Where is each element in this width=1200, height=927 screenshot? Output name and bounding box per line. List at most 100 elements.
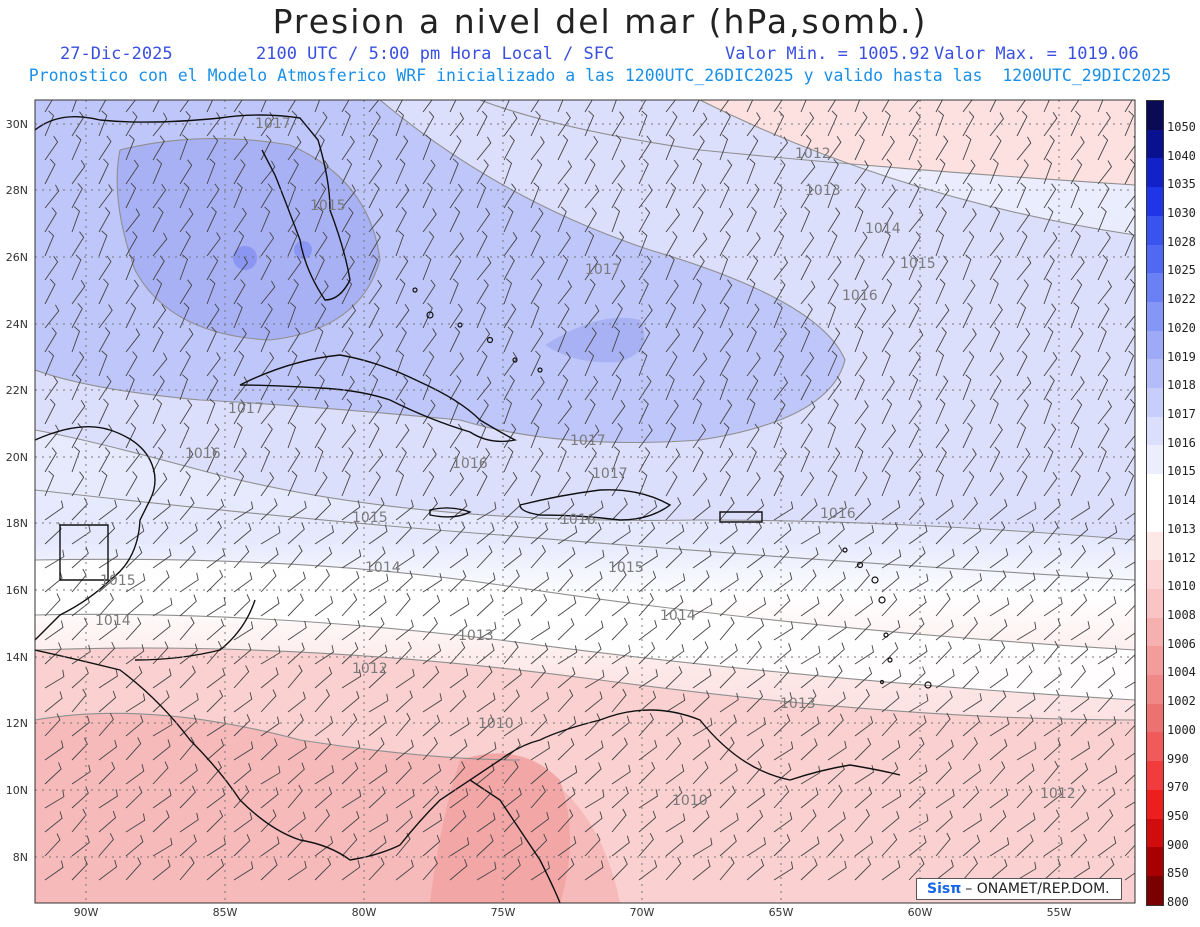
wind-barb: [584, 811, 603, 833]
wind-barb: [530, 762, 549, 785]
wind-barb: [449, 739, 468, 761]
wind-barb: [908, 302, 920, 329]
wind-barb: [827, 207, 841, 233]
wind-barb: [422, 302, 433, 329]
wind-barb: [746, 112, 761, 137]
wind-barb: [1097, 716, 1117, 737]
wind-barb: [827, 522, 845, 545]
wind-barb: [449, 472, 465, 497]
wind-barb: [449, 135, 462, 161]
wind-barb: [962, 134, 972, 161]
wind-barb: [1124, 774, 1135, 785]
wind-barb: [287, 279, 299, 305]
wind-barb: [476, 621, 497, 641]
wind-barb: [530, 642, 549, 665]
wind-barb: [908, 351, 921, 377]
wind-barb: [368, 835, 387, 857]
wind-barb: [179, 763, 198, 785]
lon-label: 75W: [491, 906, 516, 919]
wind-barb: [314, 857, 332, 881]
wind-barb: [152, 548, 172, 569]
wind-barb: [854, 100, 861, 113]
wind-barb: [611, 764, 631, 785]
wind-barb: [611, 326, 621, 353]
wind-barb: [1043, 232, 1058, 257]
wind-barb: [368, 208, 384, 233]
wind-barb: [422, 643, 442, 665]
wind-barb: [530, 376, 545, 401]
wind-barb: [152, 597, 173, 617]
wind-barb: [98, 549, 119, 569]
wind-barb: [422, 714, 441, 737]
wind-barb: [125, 573, 146, 593]
wind-barb: [719, 643, 738, 665]
wind-barb: [125, 111, 138, 137]
wind-barb: [179, 572, 199, 593]
wind-barb: [152, 206, 164, 233]
wind-barb: [449, 278, 459, 305]
wind-barb: [179, 231, 191, 257]
wind-barb: [908, 546, 926, 569]
wind-barb: [395, 619, 414, 641]
wind-barb: [881, 691, 900, 713]
wind-barb: [314, 525, 335, 545]
colorbar-swatch: [1147, 158, 1163, 188]
wind-barb: [1070, 522, 1089, 545]
wind-barb: [773, 327, 787, 353]
wind-barb: [449, 206, 461, 233]
wind-barb: [206, 423, 220, 449]
wind-barb: [962, 665, 980, 689]
wind-barb: [98, 521, 116, 545]
wind-barb: [422, 231, 435, 257]
wind-barb: [1124, 110, 1135, 137]
wind-barb: [422, 665, 440, 689]
wind-barb: [1070, 861, 1091, 881]
wind-barb: [233, 785, 250, 809]
contour-label: 1015: [900, 256, 936, 272]
wind-barb: [1043, 667, 1062, 689]
wind-barb: [1016, 376, 1032, 401]
wind-barb: [692, 375, 705, 401]
wind-barb: [71, 423, 83, 449]
wind-barb: [989, 859, 1008, 881]
wind-barb: [395, 207, 407, 233]
wind-barb: [773, 136, 789, 161]
lat-label: 28N: [6, 184, 28, 197]
wind-barb: [1016, 861, 1037, 881]
wind-barb: [125, 666, 143, 689]
wind-barb: [773, 812, 793, 833]
colorbar-swatch: [1147, 847, 1163, 876]
lon-label: 55W: [1047, 906, 1072, 919]
wind-barb: [71, 183, 83, 209]
colorbar-swatch: [1147, 129, 1163, 159]
wind-barb: [665, 100, 676, 113]
wind-barb: [827, 500, 847, 521]
wind-barb: [530, 230, 541, 257]
colorbar-label: 1008: [1167, 607, 1196, 622]
wind-barb: [908, 666, 926, 689]
wind-barb: [989, 278, 999, 305]
colorbar-swatch: [1147, 789, 1163, 819]
wind-barb: [422, 422, 433, 449]
wind-barb: [530, 302, 540, 329]
wind-barb: [152, 446, 164, 473]
wind-barb: [98, 669, 119, 689]
wind-barb: [746, 446, 757, 473]
wind-barb: [179, 328, 194, 353]
contour-label: 1016: [820, 506, 856, 522]
wind-barb: [746, 547, 766, 569]
wind-barb: [611, 644, 631, 665]
wind-barb: [44, 500, 64, 521]
wind-barb: [1124, 434, 1135, 449]
wind-barb: [557, 765, 578, 785]
wind-barb: [854, 568, 870, 593]
contour-label: 1015: [310, 198, 346, 214]
wind-barb: [71, 351, 85, 377]
wind-barb: [1124, 632, 1135, 641]
wind-barb: [611, 280, 626, 305]
wind-barb: [881, 500, 901, 521]
wind-barb: [1043, 836, 1063, 857]
wind-barb: [71, 231, 85, 257]
wind-barb: [692, 100, 700, 113]
contour-label: 1017: [585, 262, 621, 278]
